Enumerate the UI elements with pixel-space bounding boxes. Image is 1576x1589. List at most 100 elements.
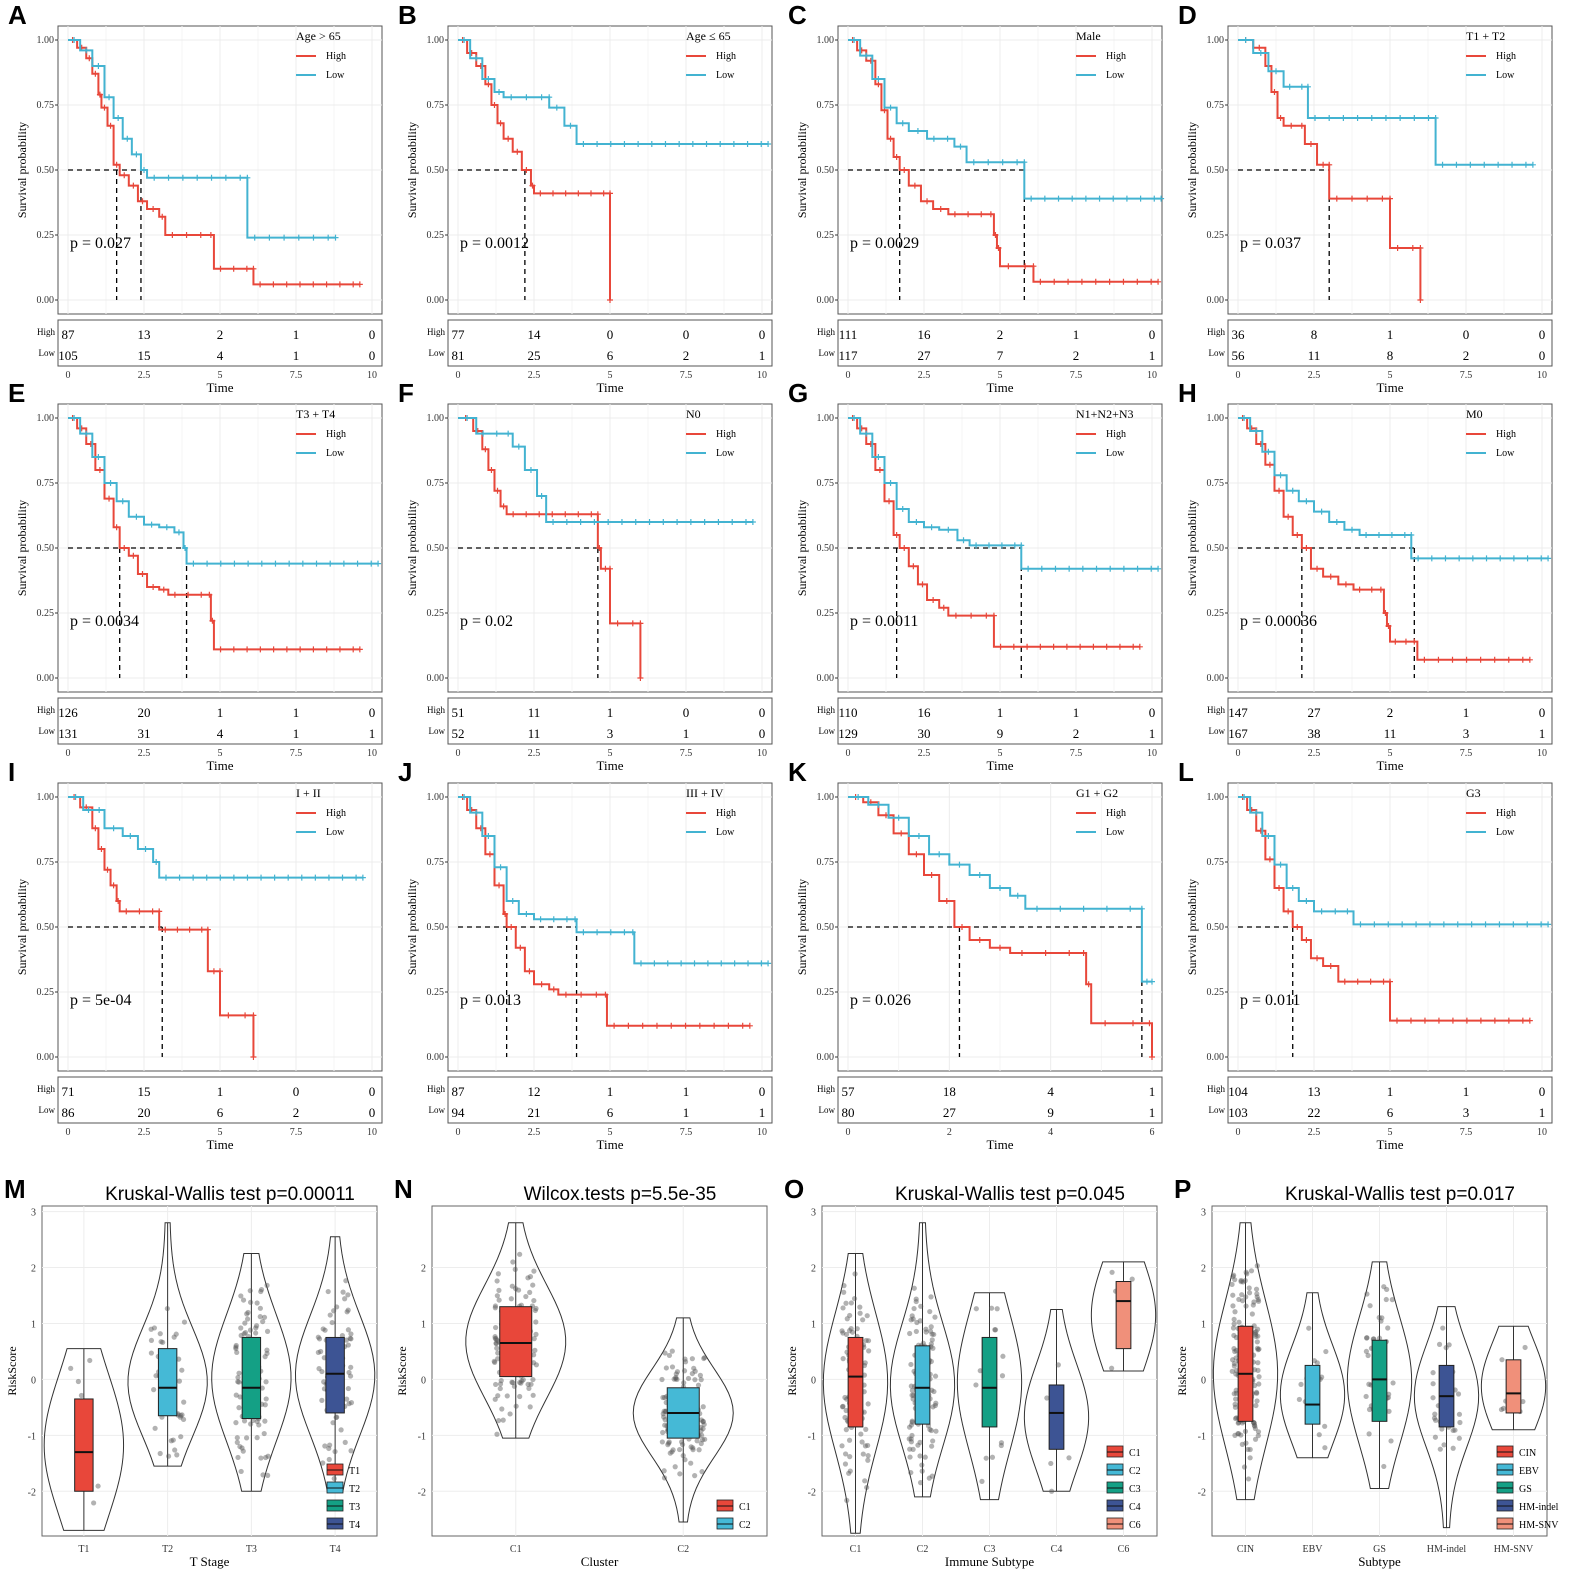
- x-tick-label: T3: [246, 1544, 257, 1555]
- censor-mark: [142, 846, 149, 852]
- censor-mark: [297, 646, 304, 653]
- data-point: [1430, 1370, 1436, 1376]
- data-point: [254, 1418, 260, 1425]
- censor-mark: [976, 937, 983, 943]
- data-point: [236, 1379, 242, 1385]
- data-point: [700, 1418, 706, 1424]
- x-tick-label: C2: [917, 1544, 929, 1555]
- censor-mark: [283, 281, 290, 288]
- data-point: [1231, 1316, 1237, 1323]
- legend-title: III + IV: [686, 786, 724, 800]
- risk-count: 57: [842, 1084, 856, 1099]
- censor-mark: [899, 506, 906, 512]
- censor-mark: [1411, 638, 1418, 645]
- data-point: [235, 1379, 241, 1385]
- data-point: [343, 1278, 349, 1284]
- censor-mark: [1417, 297, 1424, 303]
- censor-mark: [1481, 161, 1488, 168]
- censor-mark: [682, 1022, 689, 1029]
- data-point: [525, 1381, 531, 1387]
- censor-mark: [1368, 115, 1375, 121]
- censor-mark: [486, 851, 493, 858]
- censor-mark: [1130, 1020, 1136, 1027]
- y-tick-label: 0.75: [37, 478, 55, 489]
- risk-row-label: Low: [1209, 726, 1226, 736]
- data-point: [525, 1275, 531, 1281]
- censor-mark: [1375, 532, 1382, 538]
- km-curve-high: [848, 39, 1159, 283]
- data-point: [509, 1283, 515, 1289]
- data-point: [1499, 1357, 1505, 1363]
- data-point: [662, 1394, 668, 1401]
- censor-mark: [121, 172, 128, 179]
- violin-C3: [956, 1292, 1023, 1501]
- censor-mark: [71, 37, 78, 43]
- data-point: [1383, 1296, 1389, 1303]
- data-point: [674, 1369, 681, 1375]
- y-tick-label: 0: [811, 1375, 816, 1386]
- panel-label: N: [394, 1174, 413, 1204]
- data-point: [531, 1268, 537, 1274]
- risk-row-label: Low: [429, 726, 446, 736]
- risk-count: 0: [369, 348, 376, 363]
- censor-mark: [1123, 195, 1130, 202]
- censor-mark: [648, 141, 655, 147]
- risk-row-label: Low: [1209, 1105, 1226, 1115]
- y-tick-label: 2: [811, 1264, 816, 1275]
- y-axis-label: Survival probability: [15, 122, 29, 218]
- data-point: [1298, 1381, 1304, 1387]
- x-tick-label: 5: [608, 370, 613, 381]
- data-point: [152, 1425, 158, 1431]
- censor-mark: [602, 991, 609, 998]
- censor-mark: [863, 52, 870, 59]
- censor-mark: [1545, 555, 1552, 562]
- data-point: [1498, 1406, 1505, 1413]
- data-point: [494, 1278, 500, 1284]
- censor-mark: [1271, 89, 1278, 95]
- censor-mark: [876, 467, 883, 473]
- data-point: [1250, 1302, 1256, 1308]
- y-tick-label: 0.50: [1207, 165, 1225, 176]
- censor-mark: [607, 190, 613, 197]
- data-point: [929, 1331, 935, 1337]
- data-point: [148, 1350, 154, 1356]
- risk-count: 2: [1073, 348, 1080, 363]
- risk-count: 117: [838, 348, 858, 363]
- censor-mark: [1456, 555, 1463, 562]
- data-point: [342, 1439, 348, 1446]
- x-tick-label: 0: [1236, 370, 1241, 381]
- censor-mark: [203, 874, 210, 881]
- data-point: [862, 1443, 869, 1449]
- censor-mark: [1018, 542, 1025, 549]
- x-tick-label: 10: [757, 748, 767, 759]
- y-tick-label: 0.25: [817, 987, 835, 998]
- legend-title: N1+N2+N3: [1076, 407, 1134, 421]
- censor-mark: [1148, 565, 1155, 572]
- x-tick-label: GS: [1373, 1544, 1386, 1555]
- km-curve-low: [458, 417, 753, 523]
- data-point: [1254, 1263, 1260, 1269]
- censor-mark: [1409, 245, 1416, 251]
- censor-mark: [1449, 1017, 1456, 1024]
- legend-label: High: [1496, 429, 1516, 440]
- x-axis-label: Time: [1377, 758, 1404, 773]
- data-point: [237, 1443, 243, 1450]
- censor-mark: [580, 929, 587, 936]
- data-point: [841, 1283, 847, 1289]
- x-tick-label: 5: [1388, 1127, 1393, 1138]
- violin-C1: [822, 1253, 889, 1534]
- censor-mark: [217, 968, 223, 975]
- censor-mark: [198, 926, 205, 933]
- censor-mark: [159, 213, 166, 220]
- censor-mark: [691, 960, 698, 967]
- y-tick-label: 0.00: [37, 295, 55, 306]
- censor-mark: [687, 519, 694, 525]
- censor-mark: [500, 503, 507, 510]
- censor-mark: [635, 141, 642, 147]
- censor-mark: [646, 519, 653, 525]
- data-point: [906, 1436, 912, 1442]
- censor-mark: [1158, 195, 1165, 202]
- data-point: [1252, 1423, 1258, 1429]
- x-axis-label: Subtype: [1358, 1554, 1401, 1569]
- data-point: [1232, 1309, 1238, 1315]
